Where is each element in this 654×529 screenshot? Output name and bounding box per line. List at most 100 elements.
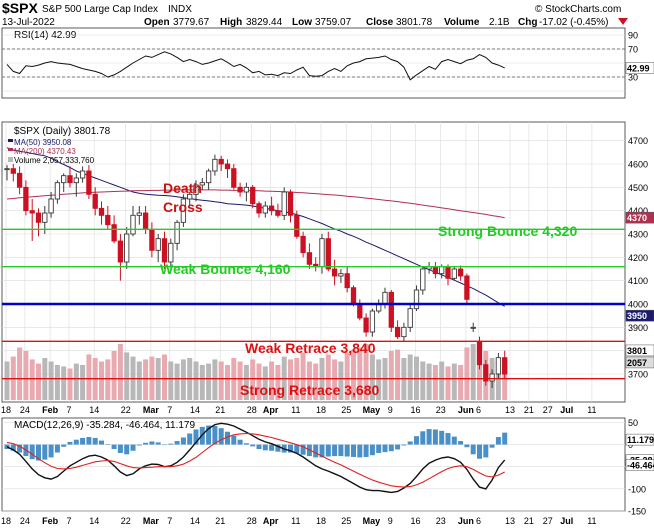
ma200-legend: MA(200) 4370.43: [14, 147, 76, 156]
candle-down: [388, 291, 394, 328]
candle-up: [124, 233, 130, 263]
x-tick-label: 16: [410, 516, 420, 526]
candle-down: [149, 228, 155, 251]
ma50-legend-swatch: [8, 139, 13, 142]
volume-bar: [124, 352, 130, 400]
x-tick-label: 23: [436, 405, 446, 415]
macd-histogram-bar: [489, 444, 495, 448]
volume-legend-swatch: [8, 157, 13, 162]
x-tick-label: Mar: [143, 405, 160, 415]
macd-histogram-bar: [426, 429, 432, 445]
macd-histogram-bar: [502, 432, 508, 445]
x-tick-label: 9: [388, 516, 393, 526]
x-tick-label: 14: [89, 516, 99, 526]
x-tick-label: 6: [476, 405, 481, 415]
macd-histogram-value-label: 11.179: [627, 435, 654, 445]
volume-bar: [168, 361, 174, 400]
x-tick-label: Jun: [458, 405, 474, 415]
x-tick-label: 27: [543, 405, 553, 415]
macd-legend: MACD(12,26,9) -35.284, -46.464, 11.179: [14, 420, 195, 431]
volume-bar: [262, 366, 268, 400]
volume-bar: [451, 363, 457, 400]
candle-down: [231, 168, 237, 188]
volume-bar: [464, 347, 470, 400]
volume-bar: [363, 344, 369, 400]
volume-bar: [17, 347, 23, 400]
macd-histogram-bar: [395, 444, 401, 450]
volume-bar: [432, 365, 438, 400]
volume-bar: [426, 363, 432, 400]
candle-down: [300, 235, 306, 254]
macd-histogram-bar: [275, 444, 281, 452]
volume-bar: [325, 354, 331, 400]
macd-tick-label: -100: [628, 484, 646, 494]
x-tick-label: 28: [247, 405, 257, 415]
candle-up: [180, 198, 187, 223]
candle-down: [67, 175, 73, 184]
strong-bounce-annotation: Strong Bounce 4,320: [438, 223, 577, 239]
candle-down: [357, 303, 363, 319]
rsi-legend: RSI(14) 42.99: [14, 30, 77, 41]
candle-up: [495, 357, 502, 375]
macd-histogram-bar: [451, 436, 457, 445]
volume-bar: [313, 363, 319, 400]
price-tick-label: 4000: [628, 300, 648, 310]
candle-up: [79, 170, 86, 179]
macd-histogram-bar: [225, 431, 230, 445]
open-label: Open: [144, 17, 170, 28]
volume-bar: [288, 359, 293, 400]
macd-histogram-bar: [294, 444, 300, 454]
volume-bar: [80, 365, 86, 400]
price-tick-label: 4600: [628, 160, 648, 170]
macd-histogram-bar: [111, 444, 117, 449]
candle-down: [117, 240, 124, 263]
macd-histogram-bar: [48, 444, 54, 458]
candle-down: [142, 212, 149, 230]
x-tick-label: 21: [215, 516, 225, 526]
watermark: © StockCharts.com: [535, 4, 621, 15]
macd-histogram-bar: [206, 425, 212, 445]
x-tick-label: 24: [20, 516, 30, 526]
volume-bar: [275, 365, 281, 400]
volume-bar: [180, 359, 186, 400]
candle-up: [205, 170, 212, 184]
candle-up: [193, 184, 199, 195]
death-cross-annotation-line2: Cross: [163, 199, 203, 215]
candle-down: [237, 186, 243, 193]
candle-up: [281, 191, 287, 216]
candle-down: [350, 287, 357, 305]
macd-histogram-bar: [36, 444, 41, 461]
volume-bar: [250, 359, 256, 400]
close-value: 3801.78: [396, 17, 433, 28]
volume-bar: [99, 361, 104, 400]
macd-histogram-bar: [162, 444, 167, 446]
volume-bar: [54, 365, 60, 400]
candle-up: [420, 268, 426, 291]
rsi-tick-label: 70: [628, 45, 638, 55]
ohlc-row: Open 3779.67 High 3829.44 Low 3759.07 Cl…: [144, 17, 608, 28]
volume-bar: [369, 354, 375, 400]
chg-down-arrow-icon: [618, 18, 628, 25]
candle-up: [243, 186, 250, 193]
macd-histogram-bar: [262, 444, 268, 451]
macd-histogram-bar: [256, 444, 262, 449]
volume-bar: [256, 363, 262, 400]
volume-bar: [357, 347, 363, 400]
volume-bar: [4, 361, 10, 400]
volume-bar: [407, 354, 413, 400]
annotations: Death Cross Strong Bounce 4,320 Weak Bou…: [160, 180, 577, 398]
macd-histogram-bar: [4, 444, 10, 449]
symbol: $SPX: [2, 0, 38, 16]
macd-histogram-bar: [42, 444, 48, 460]
rsi-tick-label: 90: [628, 31, 638, 41]
volume-bar: [193, 361, 199, 400]
macd-signal-line: [6, 432, 505, 488]
candle-down: [218, 158, 224, 165]
x-tick-label: 11: [587, 405, 596, 415]
macd-histogram-bar: [376, 444, 382, 453]
rsi-value-label: 42.99: [627, 63, 650, 73]
price-panel-frame: [1, 121, 626, 403]
ma50-legend: MA(50) 3950.08: [14, 138, 72, 147]
macd-histogram-bar: [149, 441, 155, 445]
macd-histogram-bar: [187, 433, 193, 445]
